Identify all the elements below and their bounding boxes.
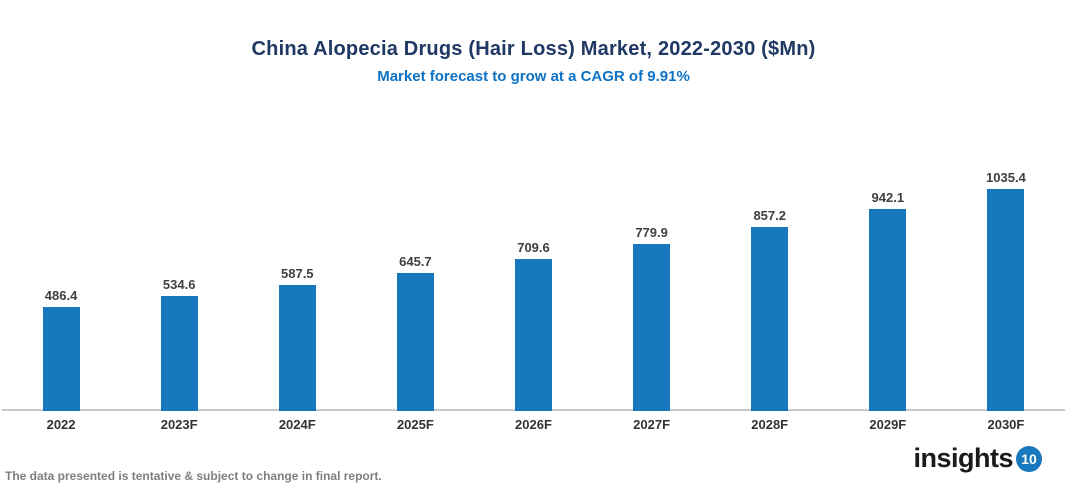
logo-text: insights bbox=[913, 443, 1013, 473]
chart-title: China Alopecia Drugs (Hair Loss) Market,… bbox=[251, 38, 816, 60]
x-axis-tick-label: 2027F bbox=[633, 417, 671, 432]
bar-value-label: 709.6 bbox=[517, 240, 550, 255]
bar bbox=[751, 227, 789, 411]
bar bbox=[869, 209, 907, 411]
bar-value-label: 779.9 bbox=[635, 225, 668, 240]
bar bbox=[514, 259, 552, 411]
bar-value-label: 534.6 bbox=[162, 277, 196, 292]
bar-group: 779.9 bbox=[593, 225, 711, 411]
logo-badge-10: 10 bbox=[1016, 445, 1042, 472]
x-axis-labels: 2022 2023F 2024F 2025F 2026F 2027F 2028F 2029F 2… bbox=[2, 417, 1065, 432]
bar-value-label: 857.2 bbox=[753, 208, 786, 223]
bar-value-label: 587.5 bbox=[281, 266, 314, 281]
x-axis-tick-label: 2030F bbox=[987, 417, 1025, 432]
bar bbox=[42, 307, 80, 411]
x-axis-tick-label: 2025F bbox=[396, 417, 434, 432]
bar-group: 645.7 bbox=[356, 254, 474, 411]
disclaimer-text: The data presented is tentative & subjec… bbox=[5, 469, 382, 483]
insights10-logo: insights 10 bbox=[913, 445, 1042, 472]
x-axis-tick-label: 2028F bbox=[751, 417, 789, 432]
bar bbox=[987, 189, 1025, 411]
bar bbox=[396, 273, 434, 411]
bar-group: 1035.4 bbox=[947, 170, 1065, 411]
bar-group: 587.5 bbox=[238, 266, 356, 411]
plot-area: 486.4 534.6 587.5 645.7 709.6 779.9 857.2 942.1… bbox=[2, 158, 1065, 411]
x-axis-tick-label: 2026F bbox=[515, 417, 552, 432]
bar bbox=[633, 244, 671, 411]
bar-value-label: 942.1 bbox=[871, 190, 905, 205]
x-axis-tick-label: 2024F bbox=[278, 417, 316, 432]
bar bbox=[278, 285, 316, 411]
bar bbox=[160, 296, 198, 411]
x-axis-tick-label: 2023F bbox=[160, 417, 198, 432]
bar-group: 486.4 bbox=[2, 288, 120, 411]
bar-group: 857.2 bbox=[711, 208, 829, 411]
bar-group: 534.6 bbox=[120, 277, 238, 411]
bar-value-label: 1035.4 bbox=[986, 170, 1026, 185]
x-axis-tick-label: 2022 bbox=[46, 417, 76, 432]
bars-row: 486.4 534.6 587.5 645.7 709.6 779.9 857.2 942.1… bbox=[2, 158, 1065, 411]
chart-subtitle: Market forecast to grow at a CAGR of 9.9… bbox=[377, 68, 690, 85]
bar-group: 942.1 bbox=[829, 190, 947, 411]
bar-group: 709.6 bbox=[474, 240, 592, 411]
bar-value-label: 486.4 bbox=[44, 288, 78, 303]
bar-value-label: 645.7 bbox=[399, 254, 432, 269]
x-axis-tick-label: 2029F bbox=[869, 417, 907, 432]
